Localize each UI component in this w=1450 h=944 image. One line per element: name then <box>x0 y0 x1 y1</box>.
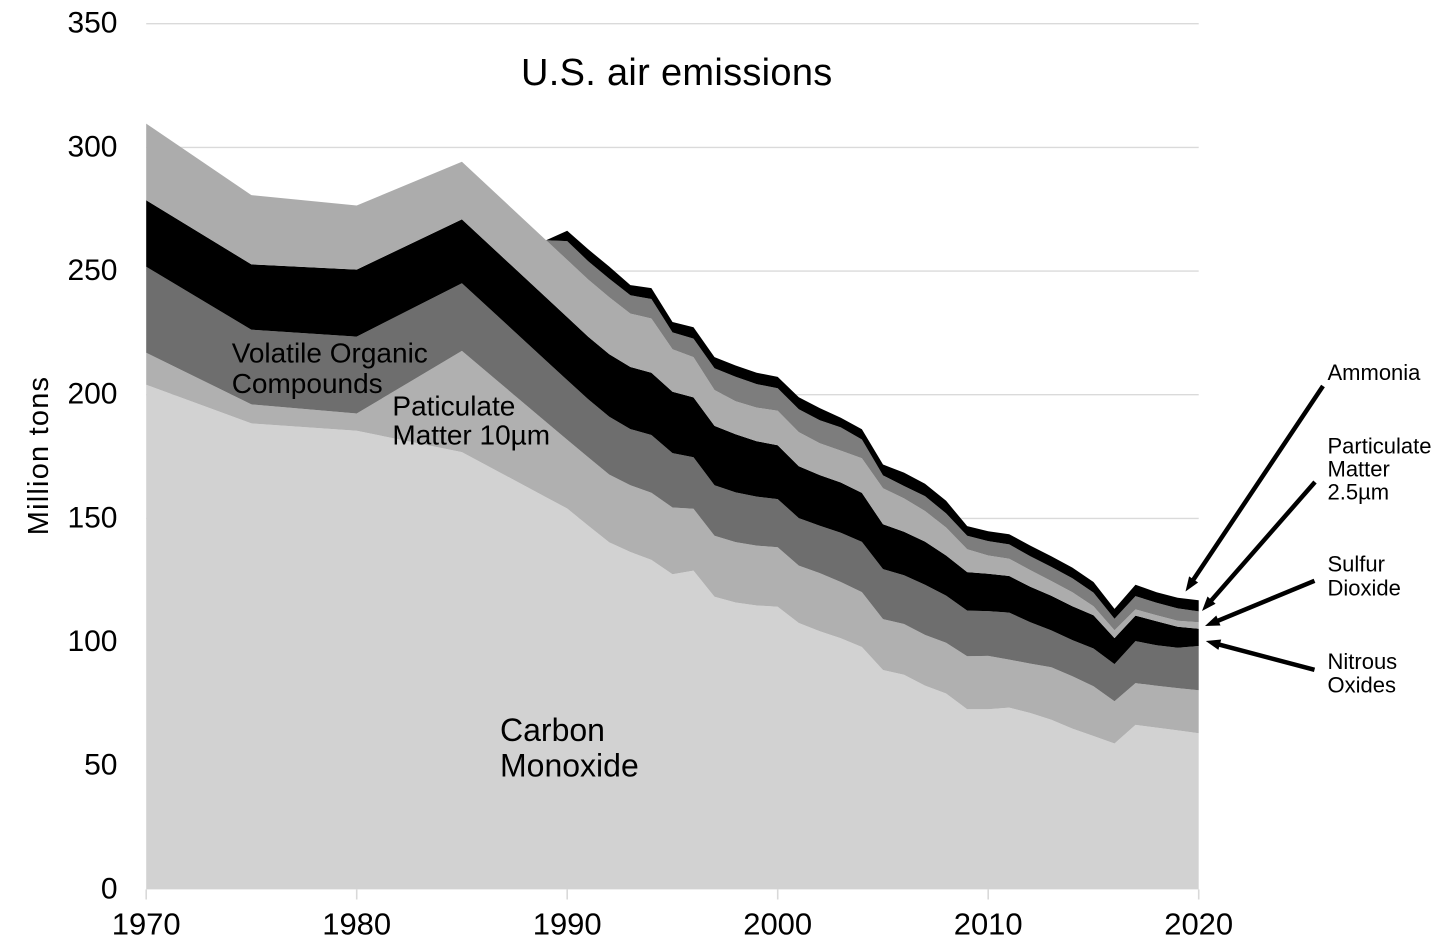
svg-text:1970: 1970 <box>112 907 181 942</box>
svg-text:50: 50 <box>84 749 117 782</box>
svg-text:Carbon: Carbon <box>500 712 605 748</box>
svg-text:Paticulate: Paticulate <box>392 391 515 422</box>
svg-text:Matter: Matter <box>1328 457 1390 482</box>
svg-text:300: 300 <box>67 130 117 163</box>
svg-text:150: 150 <box>67 501 117 534</box>
svg-text:200: 200 <box>67 378 117 411</box>
svg-text:Matter 10µm: Matter 10µm <box>392 420 550 451</box>
svg-text:Oxides: Oxides <box>1328 673 1396 698</box>
svg-text:2000: 2000 <box>743 907 812 942</box>
svg-text:Compounds: Compounds <box>232 368 383 399</box>
svg-text:Dioxide: Dioxide <box>1328 575 1401 600</box>
svg-text:U.S. air emissions: U.S. air emissions <box>521 52 833 94</box>
svg-text:Ammonia: Ammonia <box>1328 360 1422 385</box>
svg-text:350: 350 <box>67 7 117 40</box>
svg-text:Volatile Organic: Volatile Organic <box>232 338 428 369</box>
svg-text:1990: 1990 <box>533 907 602 942</box>
svg-text:Particulate: Particulate <box>1328 434 1432 459</box>
svg-text:2010: 2010 <box>954 907 1023 942</box>
svg-text:Monoxide: Monoxide <box>500 748 639 784</box>
svg-text:1980: 1980 <box>322 907 391 942</box>
svg-text:250: 250 <box>67 254 117 287</box>
svg-text:0: 0 <box>101 872 118 905</box>
svg-text:Million tons: Million tons <box>23 376 55 535</box>
svg-text:100: 100 <box>67 625 117 658</box>
svg-text:2020: 2020 <box>1164 907 1233 942</box>
svg-text:2.5µm: 2.5µm <box>1328 480 1390 505</box>
svg-text:Sulfur: Sulfur <box>1328 552 1385 577</box>
svg-text:Nitrous: Nitrous <box>1328 649 1398 674</box>
